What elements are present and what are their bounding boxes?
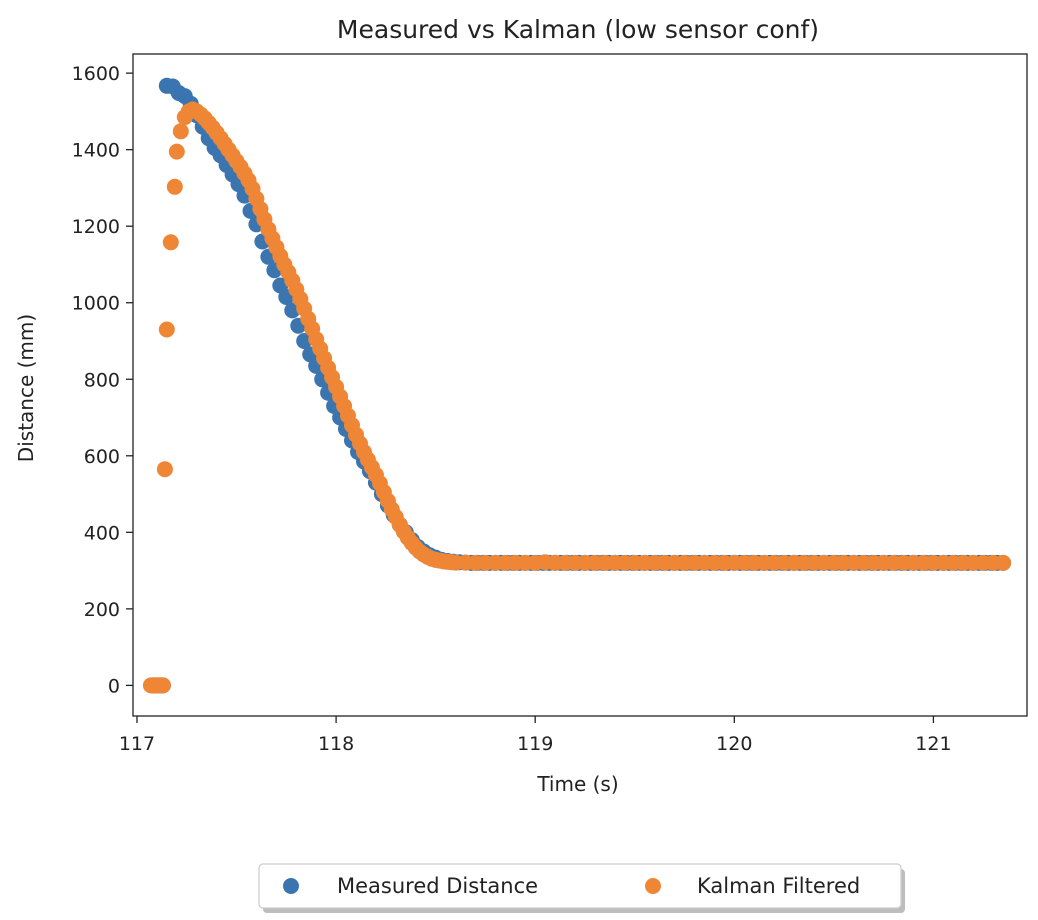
legend-marker-kalman	[645, 878, 661, 894]
y-tick-label: 1200	[72, 216, 120, 238]
legend-label-kalman: Kalman Filtered	[697, 874, 860, 898]
series-0	[144, 77, 1012, 694]
legend: Measured Distance Kalman Filtered	[258, 863, 905, 913]
x-tick-label: 121	[915, 733, 951, 755]
data-point	[995, 554, 1012, 571]
series-1	[142, 101, 1012, 694]
legend-frame	[258, 863, 902, 909]
plot-area	[132, 53, 1028, 717]
data-point	[158, 321, 175, 338]
x-axis: 117 118 119 120 121	[119, 716, 952, 755]
x-tick-label: 119	[517, 733, 553, 755]
y-tick-label: 200	[84, 599, 120, 621]
data-point	[172, 123, 189, 140]
y-axis: 0 200 400 600 800 1000 1200 1400 1600	[72, 63, 133, 697]
data-point	[154, 677, 171, 694]
chart-title: Measured vs Kalman (low sensor conf)	[337, 15, 819, 44]
data-point	[284, 302, 301, 319]
data-point	[296, 333, 313, 349]
y-tick-label: 600	[84, 446, 120, 468]
y-axis-label: Distance (mm)	[14, 314, 38, 462]
x-axis-label: Time (s)	[536, 772, 618, 796]
y-tick-label: 1000	[72, 293, 120, 315]
x-tick-label: 120	[716, 733, 752, 755]
y-tick-label: 400	[84, 522, 120, 544]
data-point	[168, 143, 185, 160]
x-tick-label: 117	[119, 733, 155, 755]
axes-frame	[132, 53, 1028, 717]
y-tick-label: 1400	[72, 140, 120, 162]
y-tick-label: 800	[84, 369, 120, 391]
data-point	[166, 178, 183, 195]
y-tick-label: 0	[108, 675, 120, 697]
data-point	[156, 461, 173, 478]
legend-marker-measured	[283, 878, 299, 894]
data-point	[162, 234, 179, 251]
x-tick-label: 118	[318, 733, 354, 755]
legend-label-measured: Measured Distance	[337, 874, 538, 898]
y-tick-label: 1600	[72, 63, 120, 85]
